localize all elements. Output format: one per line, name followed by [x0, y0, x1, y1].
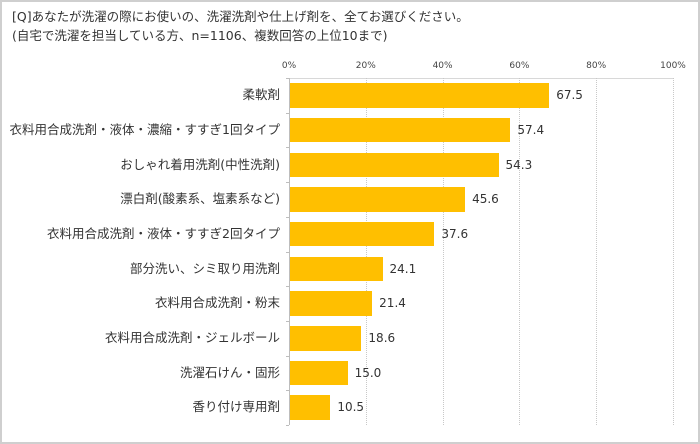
- y-tick-mark: [286, 355, 289, 357]
- x-tick-label: 80%: [586, 61, 607, 71]
- category-label: 洗濯石けん・固形: [179, 364, 280, 380]
- bar: [290, 326, 362, 351]
- bar: [290, 395, 331, 420]
- value-label: 54.3: [505, 157, 533, 172]
- category-label: 衣料用合成洗剤・ジェルボール: [104, 330, 280, 345]
- value-label: 67.5: [556, 88, 583, 103]
- x-tick-label: 100%: [660, 61, 686, 71]
- y-tick-mark: [286, 147, 289, 149]
- category-label: 柔軟剤: [242, 87, 280, 103]
- x-tick-label: 40%: [432, 61, 453, 71]
- bar: [290, 221, 435, 247]
- chart-title-line1: [Q]あなたが洗濯の際にお使いの、洗濯洗剤や仕上げ剤を、全てお選びください。: [12, 9, 469, 24]
- y-tick-mark: [286, 251, 289, 253]
- bar: [290, 83, 550, 108]
- y-tick-mark: [286, 286, 289, 288]
- y-tick-mark: [286, 216, 289, 218]
- x-axis-line: [289, 78, 673, 79]
- category-label: 衣料用合成洗剤・液体・濃縮・すすぎ1回タイプ: [9, 121, 280, 137]
- x-gridline: [442, 78, 444, 425]
- y-tick-mark: [286, 112, 289, 114]
- plot-area: 0% 20% 40% 60% 80% 100% 67.5 57.4 54.3 45.6 37.6 24…: [282, 61, 686, 426]
- category-label: おしゃれ着用洗剤(中性洗剤): [120, 156, 280, 172]
- x-tick-label: 0%: [281, 61, 297, 71]
- y-tick-mark: [286, 182, 289, 184]
- chart-title-line2: (自宅で洗濯を担当している方、n=1106、複数回答の上位10まで): [12, 28, 388, 43]
- x-gridline: [519, 78, 521, 425]
- value-label: 21.4: [379, 296, 406, 311]
- category-label: 香り付け専用剤: [192, 399, 280, 415]
- bar: [290, 256, 383, 282]
- category-label: 衣料用合成洗剤・粉末: [154, 295, 280, 311]
- bar: [290, 152, 499, 177]
- category-label: 部分洗い、シミ取り用洗剤: [129, 260, 280, 276]
- value-label: 37.6: [441, 226, 469, 241]
- x-gridline: [365, 78, 367, 425]
- category-label: 衣料用合成洗剤・液体・すすぎ2回タイプ: [47, 225, 280, 241]
- y-tick-mark: [286, 425, 289, 426]
- value-label: 24.1: [389, 261, 417, 276]
- value-label: 18.6: [368, 331, 396, 345]
- category-label: 漂白剤(酸素系、塩素系など): [120, 191, 280, 207]
- x-tick-label: 60%: [509, 61, 530, 71]
- value-label: 15.0: [354, 365, 382, 380]
- bar: [290, 187, 466, 212]
- y-tick-mark: [286, 390, 289, 392]
- bar: [290, 291, 373, 316]
- x-gridline: [596, 78, 598, 425]
- bar: [290, 117, 511, 143]
- value-label: 45.6: [472, 192, 499, 207]
- x-gridline: [673, 78, 674, 425]
- chart-title: [Q]あなたが洗濯の際にお使いの、洗濯洗剤や仕上げ剤を、全てお選びください。 (…: [12, 7, 469, 45]
- x-tick-label: 20%: [355, 61, 376, 71]
- y-tick-mark: [286, 78, 289, 79]
- value-label: 57.4: [517, 122, 545, 137]
- y-tick-mark: [286, 320, 289, 322]
- value-label: 10.5: [337, 400, 365, 415]
- bar: [290, 360, 348, 386]
- y-axis-line: [289, 78, 290, 425]
